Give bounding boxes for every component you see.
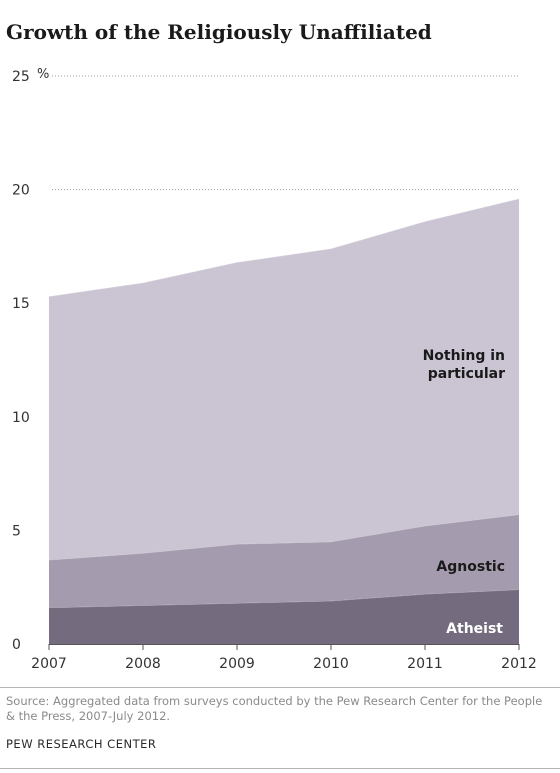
y-tick-label: 5	[12, 523, 21, 539]
area-edge-nothing-in-particular	[48, 198, 520, 297]
x-tick-label: 2008	[125, 656, 161, 672]
x-tick-label: 2007	[31, 656, 67, 672]
y-tick-label: 0	[12, 637, 21, 653]
source-divider	[0, 687, 560, 688]
x-tick-label: 2010	[313, 656, 349, 672]
y-tick-label: 15	[12, 296, 30, 312]
series-label-atheist: Atheist	[446, 621, 503, 637]
y-tick-label: 25	[12, 69, 30, 85]
series-label-nothing-line2: particular	[428, 366, 505, 382]
series-label-agnostic: Agnostic	[436, 559, 505, 575]
area-nothing-in-particular	[49, 198, 519, 560]
x-tick-label: 2011	[407, 656, 443, 672]
y-axis-unit: %	[37, 67, 49, 82]
area-chart: 0 5 10 15 20 25 % 2007 2008 2009 2010 2011 2012 No…	[12, 67, 537, 672]
stacked-areas	[48, 198, 520, 644]
chart-title: Growth of the Religiously Unaffiliated	[6, 20, 432, 44]
x-axis-ticks: 2007 2008 2009 2010 2011 2012	[31, 644, 537, 672]
area-atheist	[49, 589, 519, 644]
source-note: Source: Aggregated data from surveys con…	[6, 694, 543, 723]
y-tick-label: 10	[12, 410, 30, 426]
x-tick-label: 2009	[219, 656, 255, 672]
gridlines	[52, 75, 519, 191]
series-label-nothing-line1: Nothing in	[423, 348, 505, 364]
x-tick-label: 2012	[501, 656, 537, 672]
y-tick-label: 20	[12, 183, 30, 199]
footer-divider	[0, 768, 560, 769]
area-agnostic	[49, 514, 519, 608]
y-axis-ticks: 0 5 10 15 20 25	[12, 69, 30, 653]
footer-credit: PEW RESEARCH CENTER	[6, 737, 157, 751]
